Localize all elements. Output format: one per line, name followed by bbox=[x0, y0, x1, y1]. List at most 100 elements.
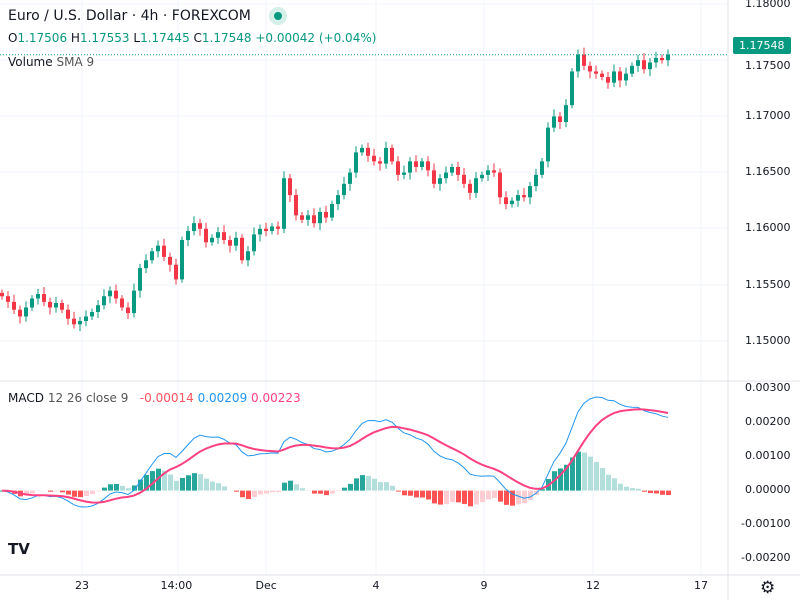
candle-body bbox=[444, 172, 448, 179]
candle-body bbox=[330, 204, 334, 218]
tradingview-logo[interactable]: TV bbox=[8, 540, 30, 558]
symbol-title[interactable]: Euro / U.S. Dollar · 4h · FOREXCOM bbox=[8, 7, 288, 25]
candle-body bbox=[522, 195, 526, 198]
candle-body bbox=[654, 57, 658, 63]
candle-body bbox=[18, 309, 22, 317]
candle-body bbox=[150, 251, 154, 261]
ohlc-row: O1.17506 H1.17553 L1.17445 C1.17548 +0.0… bbox=[8, 31, 377, 45]
candle-body bbox=[366, 147, 370, 156]
macd-histogram-bar bbox=[324, 490, 329, 496]
candle-body bbox=[36, 293, 40, 299]
candle-body bbox=[282, 178, 286, 229]
candle-body bbox=[30, 298, 34, 308]
candle-body bbox=[420, 161, 424, 167]
price-tick-label: 1.17500 bbox=[745, 59, 791, 72]
macd-histogram-bar bbox=[48, 490, 53, 492]
candle-body bbox=[222, 232, 226, 241]
macd-histogram-bar bbox=[390, 485, 395, 491]
candle-body bbox=[228, 240, 232, 246]
candle-body bbox=[132, 290, 136, 314]
candle-body bbox=[54, 302, 58, 308]
macd-histogram-bar bbox=[498, 490, 503, 502]
macd-histogram-bar bbox=[198, 474, 203, 491]
candle-body bbox=[546, 127, 550, 162]
signal-line bbox=[1, 408, 669, 504]
macd-histogram-bar bbox=[120, 485, 125, 491]
candle-body bbox=[210, 237, 214, 243]
candle-body bbox=[390, 147, 394, 162]
candle-body bbox=[204, 228, 208, 243]
candle-body bbox=[624, 73, 628, 81]
macd-histogram-bar bbox=[492, 490, 497, 498]
candle-body bbox=[504, 197, 508, 205]
candle-body bbox=[450, 166, 454, 173]
candle-body bbox=[594, 71, 598, 74]
candle-body bbox=[612, 71, 616, 83]
candle-body bbox=[276, 226, 280, 229]
macd-histogram-bar bbox=[564, 464, 569, 491]
macd-line bbox=[1, 396, 669, 508]
macd-histogram-bar bbox=[504, 490, 509, 505]
macd-histogram-bar bbox=[558, 468, 563, 491]
macd-histogram-bar bbox=[240, 490, 245, 498]
macd-histogram-bar bbox=[612, 478, 617, 491]
candle-body bbox=[486, 170, 490, 175]
macd-histogram-bar bbox=[348, 483, 353, 491]
macd-histogram-bar bbox=[366, 475, 371, 491]
settings-gear-icon[interactable]: ⚙ bbox=[760, 578, 776, 598]
candle-body bbox=[540, 161, 544, 175]
macd-histogram-bar bbox=[150, 471, 155, 491]
macd-histogram-bar bbox=[222, 486, 227, 491]
candle-body bbox=[324, 211, 328, 218]
candle-body bbox=[24, 307, 28, 317]
time-tick-label: 23 bbox=[75, 579, 89, 592]
macd-histogram-bar bbox=[666, 490, 671, 496]
candle-body bbox=[378, 161, 382, 164]
candle-body bbox=[414, 161, 418, 167]
candle-body bbox=[510, 200, 514, 205]
macd-legend[interactable]: MACD 12 26 close 9 -0.00014 0.00209 0.00… bbox=[8, 391, 301, 405]
candle-body bbox=[12, 301, 16, 310]
time-tick-label: 9 bbox=[480, 579, 488, 592]
candle-body bbox=[162, 245, 166, 257]
macd-histogram-bar bbox=[420, 490, 425, 498]
macd-histogram-bar bbox=[282, 482, 287, 491]
candle-body bbox=[192, 223, 196, 232]
candle-body bbox=[480, 174, 484, 179]
macd-histogram-bar bbox=[636, 488, 641, 491]
candle-body bbox=[84, 316, 88, 321]
price-tick-label: 1.17000 bbox=[745, 109, 791, 122]
candle-body bbox=[246, 251, 250, 261]
candle-body bbox=[570, 71, 574, 106]
candle-body bbox=[216, 232, 220, 238]
macd-histogram-bar bbox=[54, 490, 59, 492]
macd-histogram-bar bbox=[360, 475, 365, 491]
macd-histogram-bar bbox=[312, 490, 317, 494]
macd-histogram-bar bbox=[396, 490, 401, 492]
candle-body bbox=[60, 302, 64, 310]
candle-body bbox=[384, 147, 388, 164]
title-text: Euro / U.S. Dollar · 4h · FOREXCOM bbox=[8, 8, 251, 24]
macd-histogram-bar bbox=[510, 490, 515, 506]
macd-histogram-bar bbox=[114, 483, 119, 491]
macd-histogram-bar bbox=[594, 461, 599, 491]
volume-legend[interactable]: Volume SMA 9 bbox=[8, 55, 95, 69]
candle-body bbox=[426, 161, 430, 171]
macd-histogram-bar bbox=[318, 490, 323, 494]
price-tick-label: 1.15500 bbox=[745, 278, 791, 291]
time-tick-label: 4 bbox=[372, 579, 380, 592]
macd-histogram-bar bbox=[24, 490, 29, 496]
macd-histogram-bar bbox=[108, 484, 113, 491]
macd-histogram-bar bbox=[234, 490, 239, 492]
change-value: +0.00042 (+0.04%) bbox=[255, 31, 377, 45]
macd-tick-label: 0.00000 bbox=[745, 483, 791, 496]
macd-histogram-bar bbox=[480, 490, 485, 503]
macd-histogram-bar bbox=[354, 478, 359, 491]
macd-histogram-bar bbox=[402, 490, 407, 496]
macd-histogram-bar bbox=[654, 490, 659, 494]
macd-histogram-bar bbox=[102, 487, 107, 491]
macd-histogram-bar bbox=[384, 482, 389, 491]
macd-histogram-bar bbox=[582, 452, 587, 491]
macd-histogram-bar bbox=[132, 485, 137, 491]
